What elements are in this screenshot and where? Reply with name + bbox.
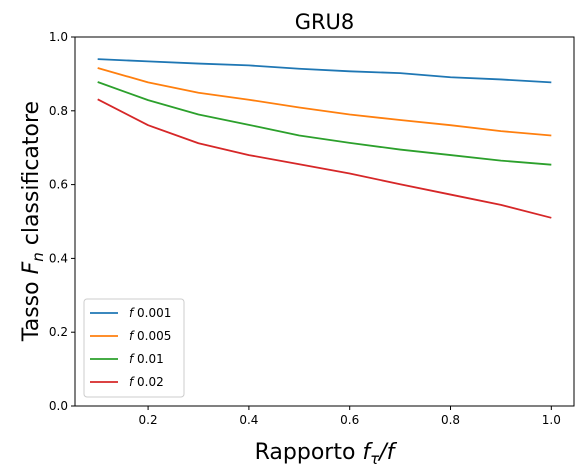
y-tick-label: 0.6 (49, 178, 68, 192)
legend: f 0.001 f 0.005 f 0.01 f 0.02 (83, 298, 185, 398)
y-axis: 0.0 0.2 0.4 0.6 0.8 1.0 (49, 30, 75, 413)
y-tick-label: 1.0 (49, 30, 68, 44)
series-line-3 (97, 98, 552, 219)
x-axis: 0.2 0.4 0.6 0.8 1.0 (139, 406, 561, 427)
legend-box (83, 298, 185, 398)
y-tick-label: 0.8 (49, 104, 68, 118)
x-tick-label: 0.8 (441, 413, 460, 427)
x-tick-label: 0.6 (340, 413, 359, 427)
legend-label-0: f 0.001 (129, 306, 171, 320)
legend-label-2: f 0.01 (129, 352, 164, 366)
series-line-2 (97, 81, 552, 166)
y-axis-label: Tasso Fn classificatore (19, 101, 47, 342)
chart-title: GRU8 (295, 10, 355, 34)
x-axis-label: Rapporto fτ/f (255, 440, 398, 468)
plot-area (97, 58, 552, 219)
series-line-0 (97, 58, 552, 84)
series-line-1 (97, 67, 552, 137)
x-tick-label: 0.2 (139, 413, 158, 427)
legend-label-3: f 0.02 (129, 375, 164, 389)
legend-label-1: f 0.005 (129, 329, 171, 343)
y-tick-label: 0.0 (49, 399, 68, 413)
y-tick-label: 0.2 (49, 325, 68, 339)
x-tick-label: 1.0 (542, 413, 561, 427)
y-tick-label: 0.4 (49, 251, 68, 265)
x-tick-label: 0.4 (239, 413, 258, 427)
plot-frame (74, 36, 575, 407)
